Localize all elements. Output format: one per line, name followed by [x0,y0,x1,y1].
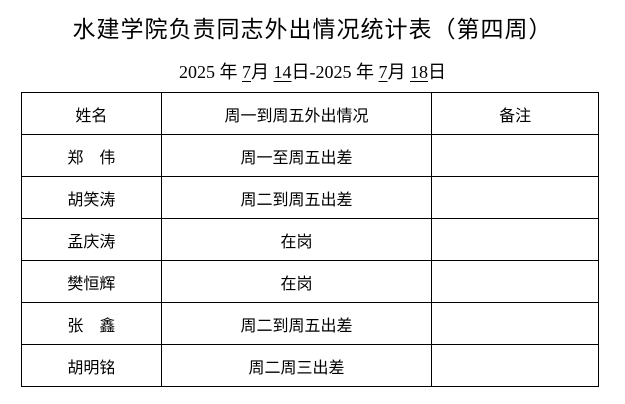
start-day: 14 [273,62,292,82]
header-note: 备注 [431,92,599,135]
separator: - [309,62,316,82]
table-row: 胡明铭 周二周三出差 [21,344,599,387]
month-unit: 月 [387,62,406,82]
table-row: 孟庆涛 在岗 [21,218,599,261]
note-cell [431,344,599,387]
year-unit: 年 [356,62,374,82]
note-cell [431,176,599,219]
day-unit: 日 [428,62,446,82]
document-title: 水建学院负责同志外出情况统计表（第四周） [72,17,553,42]
status-cell: 周二周三出差 [160,344,433,387]
note-cell [431,218,599,261]
start-year: 2025 [179,62,215,82]
table-row: 郑 伟周一至周五出差 [21,134,599,177]
table-row: 胡笑涛 周二到周五出差 [21,176,599,219]
name-cell: 胡笑涛 [21,176,162,219]
status-cell: 周二到周五出差 [160,176,433,219]
status-cell: 周一至周五出差 [160,134,433,177]
note-cell [431,260,599,303]
month-unit: 月 [251,62,269,82]
name-cell: 孟庆涛 [21,218,162,261]
end-year: 2025 [315,62,352,82]
name-cell: 张 鑫 [21,302,162,345]
day-unit: 日 [291,62,310,82]
start-month: 7 [242,62,251,82]
status-cell: 周二到周五出差 [160,302,433,345]
status-cell: 在岗 [160,260,433,303]
name-cell: 樊恒辉 [21,260,162,303]
name-cell: 胡明铭 [21,344,162,387]
note-cell [431,302,599,345]
note-cell [431,134,599,177]
end-month: 7 [378,62,388,82]
end-day: 18 [410,62,428,82]
header-name: 姓名 [21,92,162,135]
header-row: 姓名 周一到周五外出情况 备注 [21,92,599,135]
name-cell: 郑 伟 [21,134,162,177]
status-cell: 在岗 [160,218,433,261]
date-range: 2025 年 7月 14日-2025 年 7月 18日 [0,58,625,84]
table-row: 樊恒辉 在岗 [21,260,599,303]
year-unit: 年 [219,62,238,82]
absence-table: 姓名 周一到周五外出情况 备注 郑 伟周一至周五出差 胡笑涛 周二到周五出差 孟庆… [21,92,599,387]
table-row: 张 鑫周二到周五出差 [21,302,599,345]
header-status: 周一到周五外出情况 [160,92,433,135]
